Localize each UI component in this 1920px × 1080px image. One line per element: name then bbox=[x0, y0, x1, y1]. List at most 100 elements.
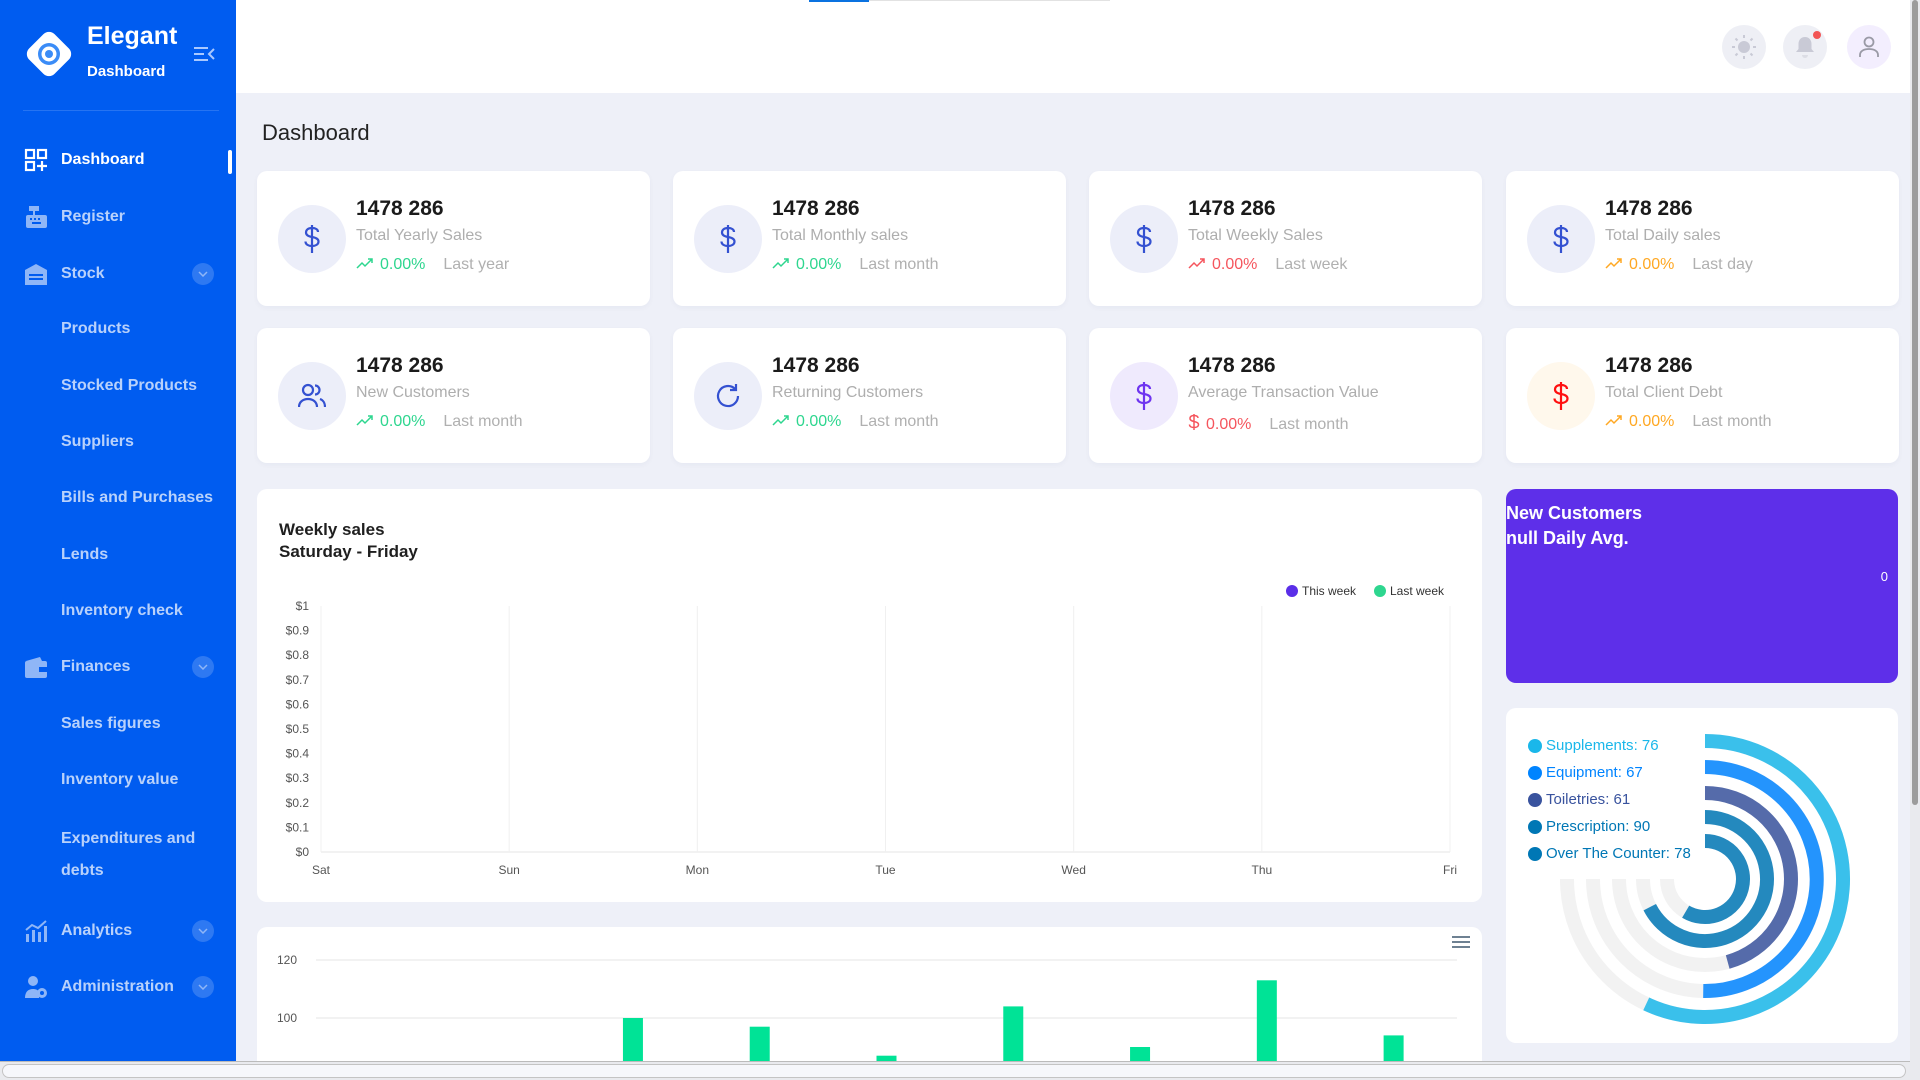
x-tick-label: Fri bbox=[1443, 863, 1457, 877]
y-tick-label: $0.5 bbox=[286, 722, 310, 736]
bar[interactable] bbox=[622, 1018, 643, 1061]
trending-up-icon bbox=[356, 256, 374, 274]
stat-label: Total Daily sales bbox=[1605, 227, 1721, 244]
sidebar-item-stocked-products[interactable]: Stocked Products bbox=[0, 366, 236, 406]
weekly-sales-chart: $0 $0.1 $0.2 $0.3 $0.4 $0.5 $0.6 $0.7 $0.8 $0.9 $1… bbox=[286, 584, 1457, 877]
legend-marker bbox=[1528, 738, 1542, 753]
stat-period: Last month bbox=[1692, 413, 1772, 430]
stat-value: 1478 286 bbox=[1605, 354, 1693, 377]
bar[interactable] bbox=[1383, 1035, 1404, 1061]
theme-toggle-button[interactable] bbox=[1722, 25, 1766, 69]
bar[interactable] bbox=[1003, 1006, 1024, 1061]
sidebar-item-lends[interactable]: Lends bbox=[0, 535, 236, 575]
sidebar-item-sales-figures[interactable]: Sales figures bbox=[0, 704, 236, 744]
sidebar-item-label: Analytics bbox=[61, 922, 133, 939]
vertical-scroll-thumb[interactable] bbox=[1912, 0, 1918, 805]
brand-name: Elegant bbox=[87, 22, 178, 50]
stat-card-total-weekly-sales: 1478 286 Total Weekly Sales 0.00% Last week bbox=[1089, 171, 1482, 306]
refresh-icon bbox=[694, 362, 762, 430]
sidebar-item-label: Administration bbox=[61, 978, 174, 995]
trending-up-icon bbox=[1188, 256, 1206, 274]
stat-card-total-daily-sales: 1478 286 Total Daily sales 0.00% Last day bbox=[1506, 171, 1899, 306]
loading-track bbox=[809, 0, 1110, 1]
bar-chart-card: 100 120 bbox=[257, 927, 1482, 1061]
legend-item[interactable]: Prescription: 90 bbox=[1528, 818, 1650, 835]
legend-item[interactable]: Supplements: 76 bbox=[1528, 737, 1659, 754]
stat-period: Last day bbox=[1692, 256, 1753, 273]
stat-label: Returning Customers bbox=[772, 384, 924, 401]
bar[interactable] bbox=[749, 1026, 770, 1061]
new-customers-value: 0 bbox=[1880, 569, 1888, 584]
sidebar-item-label: Finances bbox=[61, 658, 131, 675]
sidebar-item-finances[interactable]: Finances bbox=[0, 647, 236, 687]
horizontal-scroll-thumb[interactable] bbox=[2, 1064, 1906, 1078]
sidebar-item-products[interactable]: Products bbox=[0, 309, 236, 349]
radial-bar[interactable] bbox=[1704, 786, 1798, 969]
horizontal-scrollbar[interactable] bbox=[0, 1061, 1910, 1080]
stat-value: 1478 286 bbox=[356, 354, 444, 377]
notification-badge bbox=[1813, 31, 1821, 39]
chart-subtitle: Saturday - Friday bbox=[279, 542, 418, 561]
chevron-down-icon[interactable] bbox=[192, 976, 214, 998]
sidebar-divider bbox=[23, 110, 219, 111]
radial-bar[interactable] bbox=[1703, 760, 1824, 998]
notifications-button[interactable] bbox=[1783, 25, 1827, 69]
legend-item[interactable]: Toiletries: 61 bbox=[1528, 791, 1630, 808]
legend-label: Equipment: 67 bbox=[1546, 764, 1643, 781]
collapse-menu-icon[interactable] bbox=[192, 44, 216, 64]
vertical-scrollbar[interactable] bbox=[1910, 0, 1920, 1080]
y-tick-label: $0.2 bbox=[286, 796, 310, 810]
sidebar-item-administration[interactable]: Administration bbox=[0, 967, 236, 1007]
sidebar-item-label: Stocked Products bbox=[61, 377, 198, 394]
legend-item[interactable]: Over The Counter: 78 bbox=[1528, 845, 1691, 862]
y-tick-label: $0.9 bbox=[286, 624, 310, 638]
chart-menu-icon[interactable] bbox=[1452, 935, 1470, 949]
y-tick-label: $0.8 bbox=[286, 648, 310, 662]
trending-up-icon bbox=[772, 256, 790, 274]
sidebar-item-inventory-value[interactable]: Inventory value bbox=[0, 760, 236, 800]
chevron-down-icon[interactable] bbox=[192, 263, 214, 285]
stat-change: 0.00% bbox=[796, 256, 842, 273]
page-title: Dashboard bbox=[262, 120, 370, 145]
x-tick-label: Thu bbox=[1251, 863, 1272, 877]
chevron-down-icon[interactable] bbox=[192, 656, 214, 678]
sidebar-item-bills-and-purchases[interactable]: Bills and Purchases bbox=[0, 478, 236, 518]
stat-change: 0.00% bbox=[1206, 415, 1252, 433]
sidebar-item-label: Stock bbox=[61, 265, 105, 282]
sidebar-item-dashboard[interactable]: Dashboard bbox=[0, 140, 236, 180]
sidebar-item-analytics[interactable]: Analytics bbox=[0, 911, 236, 951]
sidebar-item-inventory-check[interactable]: Inventory check bbox=[0, 591, 236, 631]
x-tick-label: Sun bbox=[498, 863, 519, 877]
sidebar-item-register[interactable]: Register bbox=[0, 197, 236, 237]
legend-label[interactable]: Last week bbox=[1390, 584, 1445, 598]
sidebar-item-expenditures-and-debts[interactable]: Expenditures and debts bbox=[0, 823, 236, 887]
user-icon bbox=[1859, 36, 1879, 57]
radial-bar[interactable] bbox=[1643, 734, 1850, 1024]
bar[interactable] bbox=[1256, 980, 1277, 1061]
sidebar-item-stock[interactable]: Stock bbox=[0, 254, 236, 294]
bell-icon bbox=[1796, 37, 1814, 58]
user-menu-button[interactable] bbox=[1847, 25, 1891, 69]
legend-item[interactable]: Equipment: 67 bbox=[1528, 764, 1643, 781]
legend-label: Over The Counter: 78 bbox=[1546, 845, 1691, 862]
legend-label[interactable]: This week bbox=[1302, 584, 1357, 598]
sun-icon bbox=[1732, 35, 1756, 59]
radial-bar[interactable] bbox=[1682, 834, 1750, 924]
trending-up-icon bbox=[1605, 256, 1623, 274]
y-tick-label: $1 bbox=[296, 599, 310, 613]
sidebar-item-label: Sales figures bbox=[61, 715, 161, 732]
radial-bar[interactable] bbox=[1643, 810, 1774, 948]
sidebar-item-suppliers[interactable]: Suppliers bbox=[0, 422, 236, 462]
stat-change: 0.00% bbox=[380, 256, 426, 273]
stat-value: 1478 286 bbox=[772, 354, 860, 377]
bar[interactable] bbox=[1130, 1047, 1151, 1061]
stat-value: 1478 286 bbox=[356, 197, 444, 220]
stat-value: 1478 286 bbox=[1188, 354, 1276, 377]
x-tick-label: Tue bbox=[875, 863, 896, 877]
stat-card-returning-customers: 1478 286 Returning Customers 0.00% Last mon… bbox=[673, 328, 1066, 463]
legend-marker bbox=[1286, 585, 1298, 597]
weekly-sales-card: Weekly sales Saturday - Friday $0 $0.1 $0.2… bbox=[257, 489, 1482, 902]
chevron-down-icon[interactable] bbox=[192, 920, 214, 942]
dollar-icon bbox=[694, 205, 762, 273]
bar[interactable] bbox=[876, 1055, 897, 1061]
